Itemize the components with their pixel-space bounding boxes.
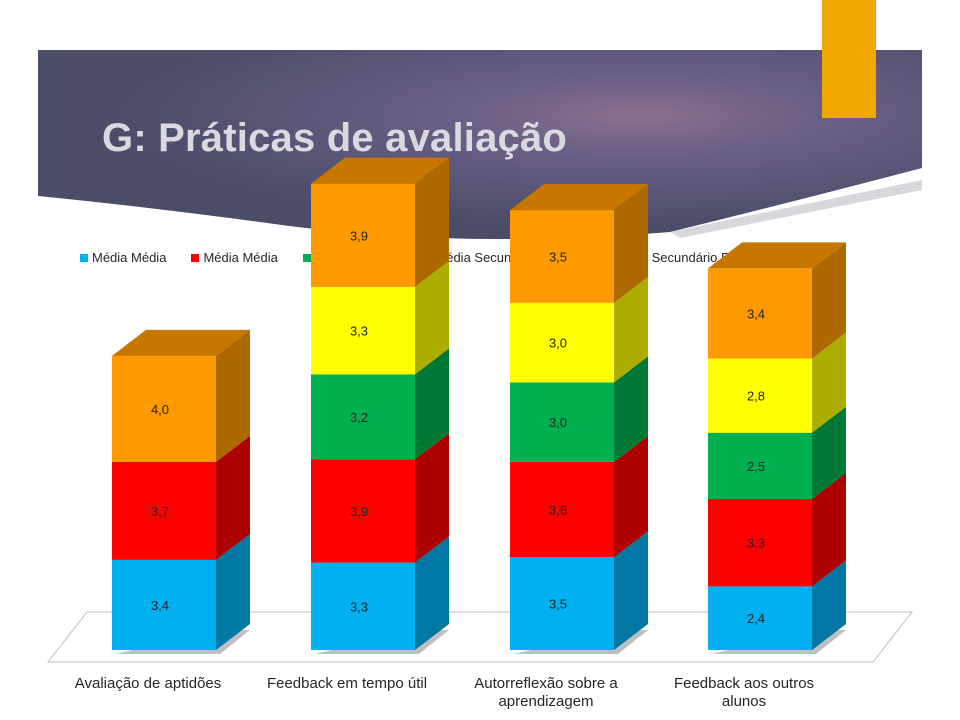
bar-top: [510, 184, 648, 211]
legend-label: Média Média: [203, 250, 278, 265]
legend-swatch: [80, 253, 88, 262]
data-label: 3,5: [549, 249, 567, 264]
bar-segment-side: [216, 533, 250, 650]
bar-segment-side: [812, 472, 846, 587]
bar-segment: [311, 183, 415, 287]
data-label: 3,4: [747, 306, 765, 321]
category-label: alunos: [722, 693, 766, 710]
category-label: aprendizagem: [498, 693, 593, 710]
category-label: Feedback aos outros: [674, 675, 814, 692]
bar-segment-side: [216, 435, 250, 560]
bar-segment: [510, 302, 614, 383]
chart-floor: [46, 611, 914, 663]
bar-segment-side: [614, 531, 648, 650]
data-label: 3,3: [350, 324, 368, 339]
data-label: 3,9: [350, 228, 368, 243]
bar-segment: [708, 432, 812, 499]
data-label: 2,5: [747, 459, 765, 474]
bar-segment: [112, 559, 216, 650]
bar-segment: [112, 355, 216, 462]
bar-segment: [311, 374, 415, 460]
bar-segment: [311, 286, 415, 375]
bar-segment-side: [216, 329, 250, 462]
bar-segment: [510, 382, 614, 462]
bar-segment-side: [614, 276, 648, 383]
category-label: Feedback em tempo útil: [267, 675, 427, 692]
bar-segment: [708, 358, 812, 433]
slide-title: G: Práticas de avaliação: [102, 116, 568, 160]
data-label: 3,6: [549, 503, 567, 518]
bar-segment: [112, 461, 216, 560]
data-label: 3,4: [151, 598, 169, 613]
data-label: 4,0: [151, 402, 169, 417]
bar-segment-side: [415, 433, 449, 563]
data-label: 3,2: [350, 410, 368, 425]
data-label: 2,4: [747, 611, 765, 626]
banner-curve: [670, 180, 922, 238]
accent-bar: [822, 0, 876, 118]
category-label: Autorreflexão sobre a: [474, 675, 618, 692]
data-label: 3,9: [350, 504, 368, 519]
bar-top: [708, 242, 846, 269]
data-label: 3,0: [549, 415, 567, 430]
bar-segment: [510, 461, 614, 558]
legend-item: Média Média: [191, 250, 278, 265]
data-label: 3,3: [350, 599, 368, 614]
data-label: 3,5: [549, 597, 567, 612]
data-label: 3,7: [151, 504, 169, 519]
bar-segment: [708, 498, 812, 587]
bar-segment-side: [415, 536, 449, 650]
legend-label: Média Média: [92, 250, 167, 265]
data-label: 2,8: [747, 389, 765, 404]
bar-top: [112, 329, 250, 356]
legend-swatch: [191, 253, 200, 262]
legend-swatch: [302, 253, 311, 262]
bar-segment-side: [614, 356, 648, 462]
bar-segment-side: [415, 157, 449, 287]
legend-item: Média Média: [80, 250, 166, 265]
bar-segment: [708, 268, 812, 359]
bar-segment-side: [812, 242, 846, 359]
bar-segment-side: [812, 406, 846, 499]
bar-segment-side: [614, 184, 648, 303]
bar-segment: [311, 459, 415, 563]
bar-segment: [311, 562, 415, 650]
category-label: Avaliação de aptidões: [75, 675, 222, 692]
data-label: 3,3: [747, 536, 765, 551]
bar-segment-side: [415, 260, 449, 375]
banner-shape: [38, 50, 922, 240]
bar-segment-side: [812, 560, 846, 650]
bar-top: [311, 157, 449, 184]
bar-segment-side: [614, 435, 648, 558]
bar-segment: [510, 557, 614, 650]
bar-segment-side: [812, 332, 846, 433]
bar-segment: [708, 586, 812, 650]
data-label: 3,0: [549, 336, 567, 351]
bar-segment-side: [415, 348, 449, 460]
title-banner: [38, 0, 922, 240]
bar-segment: [510, 210, 614, 303]
